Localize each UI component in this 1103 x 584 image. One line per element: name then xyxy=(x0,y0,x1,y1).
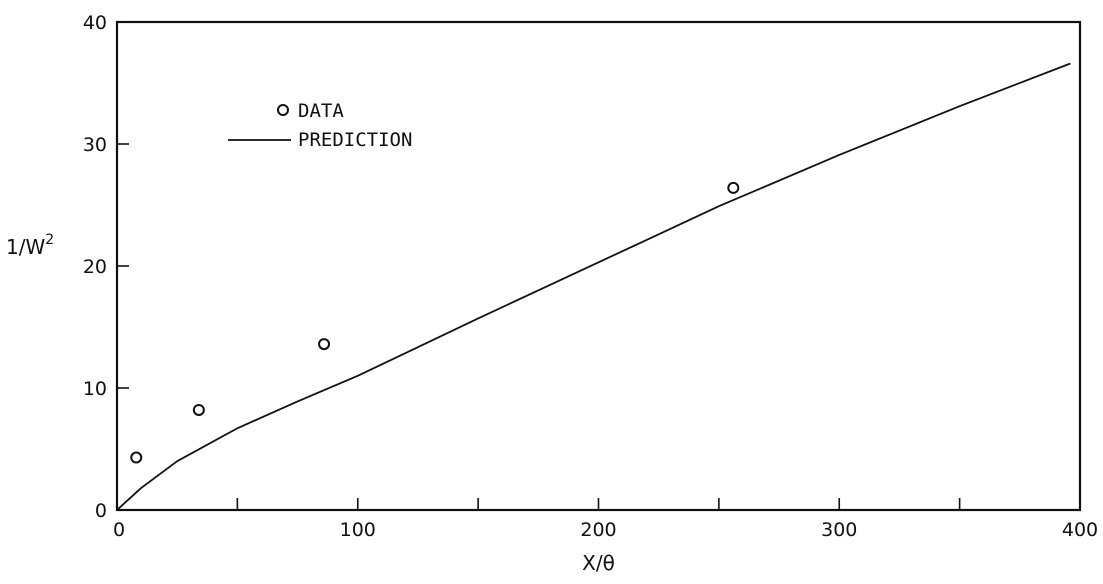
y-tick-label: 10 xyxy=(83,378,107,400)
x-axis-ticks: 0 100 200 300 400 xyxy=(113,498,1098,541)
prediction-line xyxy=(116,62,1071,511)
x-tick-label: 300 xyxy=(821,519,857,541)
x-tick-label: 200 xyxy=(580,519,616,541)
y-tick-label: 0 xyxy=(95,500,107,522)
legend-label-data: DATA xyxy=(298,100,344,122)
y-axis-label-main: 1/W xyxy=(6,235,45,259)
y-tick-label: 20 xyxy=(83,256,107,278)
x-tick-label: 0 xyxy=(113,519,125,541)
legend-data-marker xyxy=(277,104,289,116)
y-axis-label: 1/W2 xyxy=(6,232,54,259)
x-axis-label: X/θ xyxy=(582,551,615,575)
data-point xyxy=(130,451,143,464)
y-axis-ticks: 0 10 20 30 40 xyxy=(83,12,129,522)
legend-label-prediction: PREDICTION xyxy=(298,129,412,151)
y-tick-label: 30 xyxy=(83,134,107,156)
plot-frame xyxy=(115,20,1082,512)
y-axis-label-superscript: 2 xyxy=(45,232,54,248)
legend: DATA PREDICTION xyxy=(228,100,412,151)
y-tick-label: 40 xyxy=(83,12,107,34)
data-point xyxy=(727,181,740,194)
data-point xyxy=(192,403,205,416)
data-point xyxy=(318,338,331,351)
x-tick-label: 400 xyxy=(1062,519,1098,541)
x-tick-label: 100 xyxy=(340,519,376,541)
series-layer xyxy=(116,62,1071,511)
